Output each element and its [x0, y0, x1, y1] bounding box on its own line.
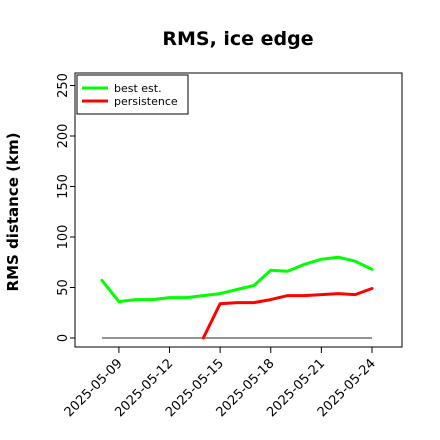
legend-box	[76, 74, 189, 115]
y-tick-label-150: 150	[56, 174, 71, 199]
chart-title: RMS, ice edge	[162, 28, 313, 50]
y-tick-label-50: 50	[56, 279, 71, 296]
plot-frame	[74, 72, 403, 348]
legend-label-persistence: persistence	[114, 95, 178, 108]
legend: best est. persistence	[76, 74, 189, 115]
y-tick-label-100: 100	[56, 225, 71, 250]
series-line-persistence	[201, 287, 374, 340]
y-tick-label-250: 250	[56, 73, 71, 98]
y-tick-label-200: 200	[56, 124, 71, 149]
series-line-best-est	[100, 255, 374, 304]
legend-label-best-est: best est.	[114, 82, 162, 95]
series-layer	[100, 255, 374, 340]
y-axis-label: RMS distance (km)	[4, 133, 22, 292]
y-axis: 0 50 100 150 200 250	[56, 73, 75, 342]
x-axis: 2025-05-092025-05-122025-05-152025-05-18…	[62, 347, 379, 420]
y-tick-label-0: 0	[56, 334, 71, 342]
